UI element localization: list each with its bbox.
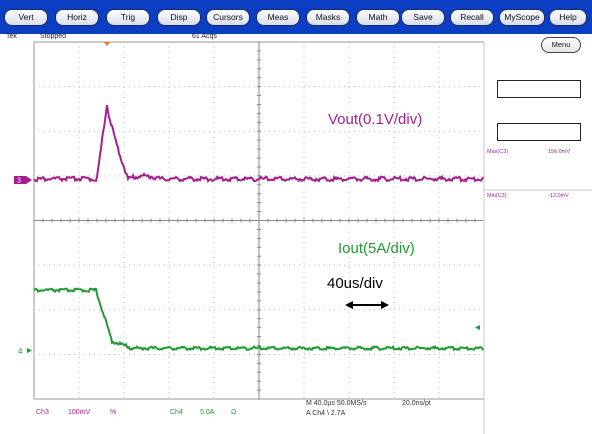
ch3-coupling: %	[110, 409, 117, 416]
horiz-button[interactable]: Horiz	[55, 9, 99, 26]
ch3-scale: 100mV	[68, 409, 91, 416]
measurement-2-label: Min(C3)	[487, 193, 507, 199]
graticule-center-ticks	[33, 41, 485, 400]
record-readout: 20.0ns/pt	[402, 400, 431, 407]
ch3-waveform	[33, 105, 485, 184]
disp-button[interactable]: Disp	[157, 9, 201, 26]
cursors-button[interactable]: Cursors	[206, 9, 250, 26]
ch3-ground-marker	[14, 176, 32, 184]
ch4-marker-label: 4	[18, 347, 23, 356]
ch3-label[interactable]: Ch3	[36, 409, 49, 416]
masks-button[interactable]: Masks	[306, 9, 350, 26]
myscope-button[interactable]: MyScope	[499, 9, 545, 26]
vout-annotation: Vout(0.1V/div)	[328, 111, 423, 128]
meas-button[interactable]: Meas	[256, 9, 300, 26]
ch4-waveform	[33, 287, 485, 352]
measurement-box-1[interactable]	[497, 80, 581, 98]
menu-bar: Vert Horiz Trig Disp Cursors Meas Masks …	[0, 0, 592, 34]
trigger-readout[interactable]: A Ch4 \ 2.7A	[306, 410, 346, 417]
save-button[interactable]: Save	[401, 9, 445, 26]
vert-button[interactable]: Vert	[4, 9, 48, 26]
ch3-marker-label: 3	[17, 178, 21, 185]
ch4-label[interactable]: Ch4	[170, 409, 183, 416]
ch4-ground-marker	[27, 348, 32, 353]
ch4-scale: 5.0A	[200, 409, 215, 416]
acquisition-state: Stopped	[40, 33, 67, 40]
iout-annotation: Iout(5A/div)	[338, 240, 415, 257]
measurement-box-2[interactable]	[497, 123, 581, 141]
timebase-annotation: 40us/div	[327, 275, 383, 292]
measurement-1-label: Max(C3)	[487, 149, 509, 155]
trig-button[interactable]: Trig	[106, 9, 150, 26]
ch4-coupling: Ω	[231, 409, 237, 416]
math-button[interactable]: Math	[356, 9, 400, 26]
acquisition-count: 61 Acqs	[192, 33, 217, 40]
menu-button[interactable]: Menu	[541, 37, 581, 53]
recall-button[interactable]: Recall	[450, 9, 494, 26]
measurement-2-value: -12.0mV	[548, 193, 569, 199]
timebase-double-arrow	[345, 301, 389, 309]
measurement-1-value: 156.0mV	[548, 149, 571, 155]
trigger-position-marker	[104, 42, 110, 46]
horizontal-readout[interactable]: M 40.0µs 50.0MS/s	[306, 400, 367, 407]
brand-label: Tek	[6, 33, 17, 40]
help-button[interactable]: Help	[549, 9, 587, 26]
trigger-level-marker	[475, 325, 480, 330]
